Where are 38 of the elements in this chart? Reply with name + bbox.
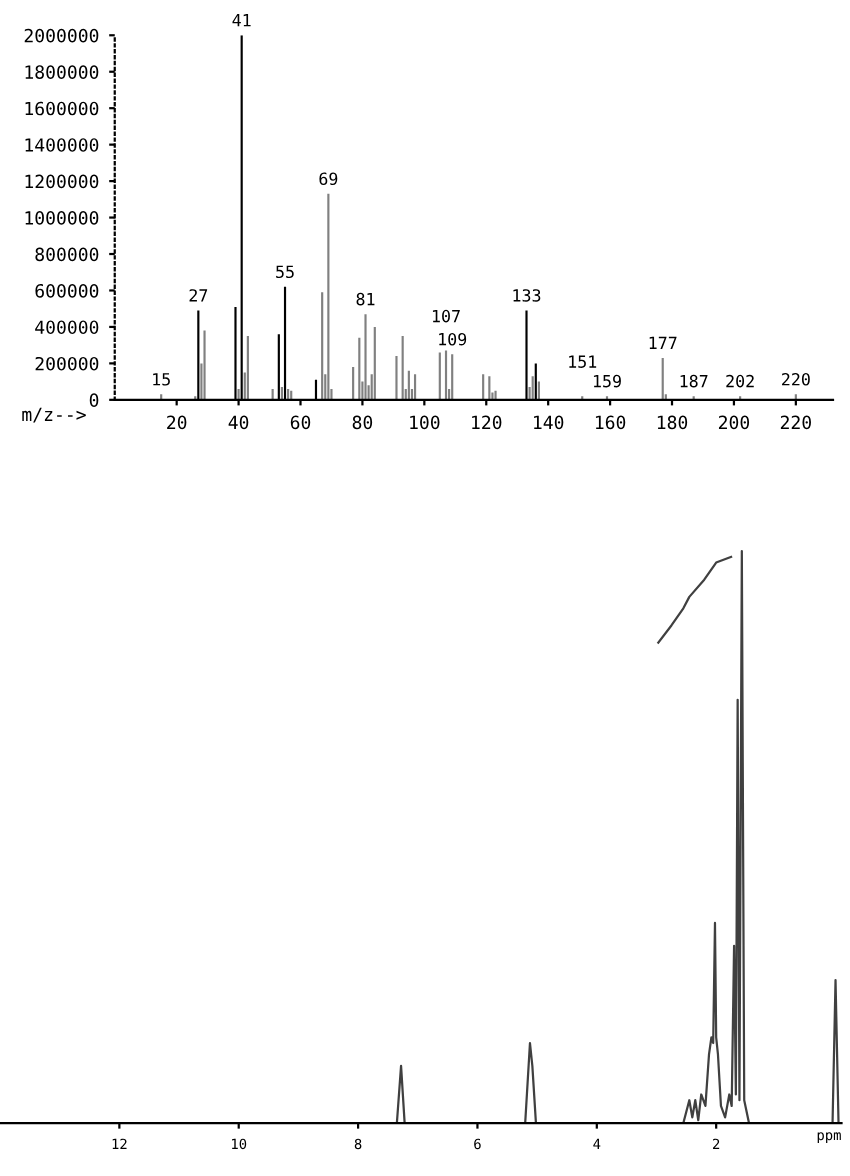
y-tick-label: 1600000 <box>25 101 99 116</box>
y-tick-label: 1400000 <box>25 138 99 152</box>
x-tick-label: 160 <box>595 415 626 430</box>
x-tick-label: 120 <box>472 415 502 430</box>
y-tick-label: 0 <box>89 393 99 407</box>
annotation: 159 <box>593 374 621 388</box>
annotation: 15 <box>153 373 170 386</box>
x-tick-label: 20 <box>167 415 187 430</box>
annotation: 41 <box>232 14 251 27</box>
x-tick-label: 60 <box>290 415 311 430</box>
annotation: 151 <box>569 355 597 368</box>
annotation: 107 <box>432 309 460 323</box>
y-tick-label: 400000 <box>35 320 99 335</box>
y-tick-label: 1800000 <box>25 65 99 79</box>
annotation: 109 <box>439 332 467 346</box>
y-tick-label: 600000 <box>35 283 99 298</box>
annotation: 202 <box>726 374 754 388</box>
annotation: 69 <box>319 172 338 186</box>
annotation: 133 <box>513 289 541 302</box>
x-tick-label: 220 <box>780 415 811 430</box>
annotation: 220 <box>782 372 810 386</box>
x-tick-label: 100 <box>410 415 440 430</box>
y-tick-label: 2000000 <box>24 28 99 43</box>
annotation: 177 <box>649 336 677 349</box>
x-tick-label: 140 <box>534 415 564 430</box>
y-tick-label: 800000 <box>35 247 99 262</box>
y-tick-label: 200000 <box>35 356 99 371</box>
annotation: 27 <box>189 289 208 302</box>
annotation: 81 <box>356 292 375 306</box>
annotation: 187 <box>680 374 708 388</box>
annotation: 55 <box>276 265 294 279</box>
x-tick-label: 40 <box>228 415 249 430</box>
x-axis-title: m/z--> <box>22 407 86 423</box>
x-tick-label: 180 <box>657 415 688 430</box>
y-tick-label: 1200000 <box>25 174 99 189</box>
x-tick-label: 200 <box>718 415 750 430</box>
y-tick-label: 1000000 <box>25 211 99 225</box>
x-tick-label: 80 <box>352 415 373 430</box>
